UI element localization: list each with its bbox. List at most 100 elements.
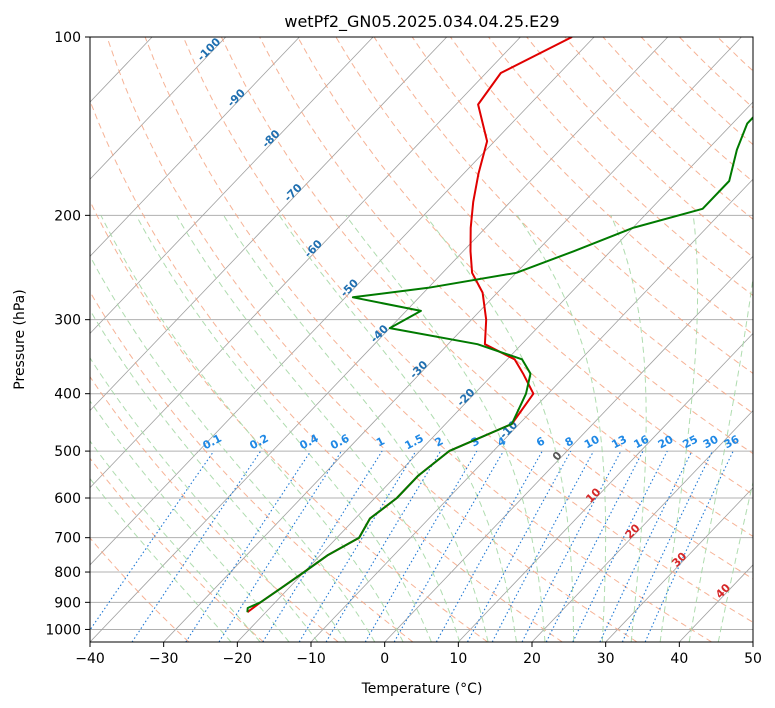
dry-adiabat [488,37,753,297]
x-tick-label: 10 [449,651,467,667]
x-tick-label: 0 [380,651,389,667]
moist-adiabat [345,215,546,642]
mixing-ratio-line [545,450,644,642]
line-labels: 0.1 0.2 0.4 0.6 1 1.5 2 3 4 6 8 10 13 16 20 25 30 36-100-… [195,35,742,601]
isotherm-line [384,255,753,642]
dry-adiabat [90,200,488,642]
dry-adiabat [144,37,712,642]
x-tick-label: 40 [670,651,688,667]
mixing-ratio-line [298,450,417,642]
mixing-ratio-line [644,450,734,642]
isotherm-line [531,410,753,642]
x-tick-label: −30 [149,651,179,667]
mixing-ratio-label: 20 [656,433,676,452]
temperature-line [246,37,573,613]
isotherm-label: -30 [407,358,430,381]
isotherm-label: 20 [623,521,643,541]
y-tick-label: 400 [54,387,81,403]
dry-adiabat [411,37,753,375]
moist-adiabat [90,477,232,642]
dry-adiabat [90,290,414,642]
y-tick-label: 900 [54,595,81,611]
dry-adiabat [564,37,753,220]
chart-title: wetPf2_GN05.2025.034.04.25.E29 [284,12,559,32]
isotherm-line [605,487,753,642]
mixing-ratio-label: 8 [563,434,576,449]
isotherm-line [90,37,669,642]
x-tick-label: 50 [744,651,762,667]
dry-adiabat [90,537,190,642]
x-tick-label: −20 [223,651,253,667]
isotherm-line [90,37,374,335]
profile-series [246,37,753,613]
moist-adiabat [688,274,753,642]
dry-adiabat [602,37,753,183]
isotherm-label: -90 [225,86,248,109]
mixing-ratio-line [364,450,478,642]
mixing-ratio-line [218,450,342,642]
mixing-ratio-line [572,450,668,642]
dry-adiabat [640,37,753,146]
dry-adiabat [373,37,753,414]
isotherm-line [90,37,300,257]
isotherm-line [90,37,227,180]
dry-adiabat [106,37,638,642]
isotherm-label: -60 [302,237,325,260]
mixing-ratio-label: 0.4 [297,432,321,453]
mixing-ratio-label: 30 [701,432,721,451]
y-tick-label: 300 [54,313,81,329]
mixing-ratio-label: 13 [609,433,629,452]
isotherm-line [679,564,753,642]
isotherm-line [90,37,448,412]
y-tick-label: 800 [54,565,81,581]
mixing-ratio-line [435,450,543,642]
moist-adiabat [90,440,261,642]
moist-adiabat [90,309,347,642]
moist-adiabat [610,215,647,642]
dewpoint-line [246,116,753,613]
moist-adiabat [425,214,575,642]
y-tick-label: 200 [54,208,81,224]
dry-adiabat [182,37,753,623]
dry-adiabat [90,457,264,642]
dry-adiabat [756,37,775,642]
isotherm-line [237,101,753,642]
isotherm-label: -80 [259,127,282,150]
dry-adiabat [259,37,753,537]
isotherm-label: 40 [713,581,733,601]
moist-adiabat [90,356,319,642]
mixing-ratio-label: 10 [582,433,602,452]
isotherm-label: -70 [282,181,305,204]
dry-adiabat [220,37,753,580]
moist-adiabat [176,215,461,642]
moist-adiabat [659,215,699,642]
mixing-ratio-label: 16 [632,433,652,452]
x-tick-label: −40 [75,651,105,667]
y-tick-label: 600 [54,491,81,507]
mixing-ratio-label: 25 [680,433,700,452]
moist-adiabat [278,215,517,642]
x-tick-label: 20 [523,651,541,667]
y-axis-label: Pressure (hPa) [12,289,28,389]
x-tick-label: 30 [597,651,615,667]
mixing-ratio-line [131,450,262,642]
isotherm-line [752,641,753,642]
dry-adiabat [297,37,753,496]
mixing-ratio-label: 6 [534,434,547,449]
background-lines [0,37,775,642]
moist-adiabat [100,215,404,642]
mixing-ratio-label: 36 [722,433,742,452]
mixing-ratio-label: 0.1 [201,432,224,453]
dry-adiabat [678,37,753,109]
isotherm-label: -100 [195,35,224,64]
mixing-ratio-line [467,450,572,642]
mixing-ratio-line [185,450,312,642]
moist-adiabat [516,215,607,642]
mixing-ratio-label: 1 [374,434,387,449]
mixing-ratio-line [491,450,595,642]
isotherm-line [0,37,5,642]
y-tick-label: 500 [54,444,81,460]
moist-adiabat [135,215,432,642]
isotherm-label: -40 [368,322,391,345]
